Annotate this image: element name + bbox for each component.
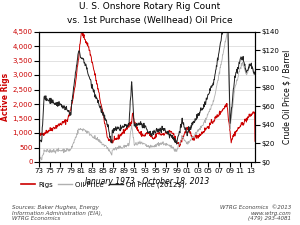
- Y-axis label: Crude Oil Price $ / Barrel: Crude Oil Price $ / Barrel: [282, 50, 291, 144]
- Text: vs. 1st Purchase (Wellhead) Oil Price: vs. 1st Purchase (Wellhead) Oil Price: [67, 16, 233, 25]
- Y-axis label: Active Rigs: Active Rigs: [1, 73, 10, 121]
- Text: January 1973 - October 18, 2013: January 1973 - October 18, 2013: [84, 177, 210, 186]
- Text: U. S. Onshore Rotary Rig Count: U. S. Onshore Rotary Rig Count: [80, 2, 220, 11]
- Text: Sources: Baker Hughes, Energy
Information Administration (EIA),
WTRG Economics: Sources: Baker Hughes, Energy Informatio…: [12, 205, 103, 221]
- Legend: Rigs, Oil Price, Oil Price (2012$): Rigs, Oil Price, Oil Price (2012$): [19, 179, 187, 191]
- Text: WTRG Economics  ©2013
www.wtrg.com
(479) 293-4081: WTRG Economics ©2013 www.wtrg.com (479) …: [220, 205, 291, 221]
